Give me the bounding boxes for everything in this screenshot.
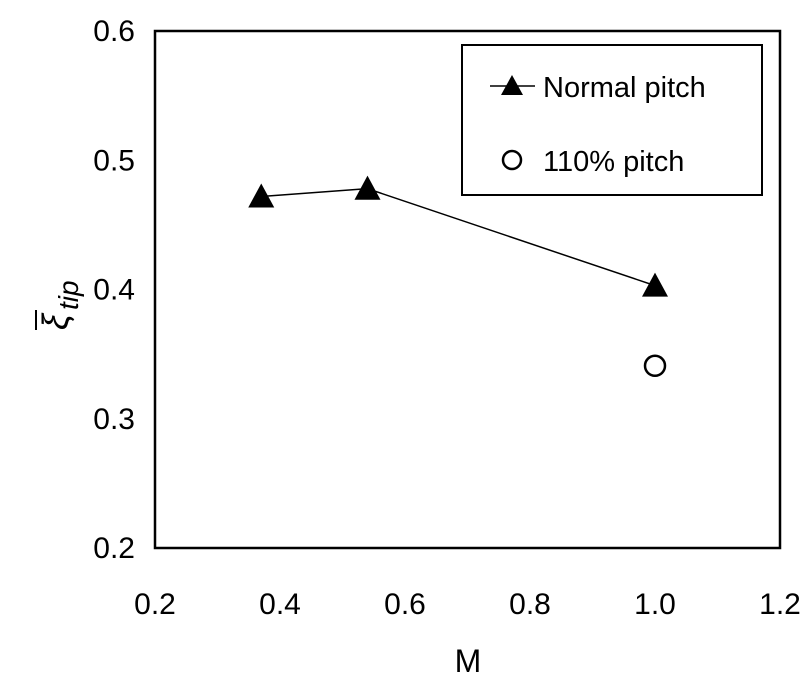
y-tick-label: 0.3	[93, 403, 135, 436]
data-point-triangle	[248, 183, 275, 208]
x-tick-label: 1.0	[634, 588, 676, 621]
x-tick-label: 0.2	[134, 588, 176, 621]
legend-label-normal-pitch: Normal pitch	[543, 72, 706, 104]
data-point-triangle	[354, 175, 381, 200]
y-tick-labels: 0.2 0.3 0.4 0.5 0.6	[93, 15, 135, 565]
series	[248, 175, 668, 378]
y-tick-label: 0.4	[93, 274, 135, 307]
data-point-circle	[643, 354, 667, 378]
y-tick-label: 0.6	[93, 15, 135, 48]
y-tick-label: 0.2	[93, 532, 135, 565]
x-tick-labels: 0.2 0.4 0.6 0.8 1.0 1.2	[134, 588, 801, 621]
legend-marker-circle	[501, 149, 523, 171]
y-tick-label: 0.5	[93, 144, 135, 177]
legend: Normal pitch 110% pitch	[461, 44, 763, 196]
y-axis-label-main: ξ	[35, 312, 76, 330]
x-tick-label: 0.4	[259, 588, 301, 621]
x-tick-label: 1.2	[759, 588, 801, 621]
data-point-triangle	[642, 272, 668, 297]
y-axis-label: ξ tip	[35, 280, 84, 330]
legend-label-110-pitch: 110% pitch	[543, 146, 684, 178]
y-axis-label-subscript: tip	[53, 280, 84, 310]
legend-marker-triangle	[501, 75, 523, 95]
x-tick-label: 0.8	[509, 588, 551, 621]
x-tick-label: 0.6	[384, 588, 426, 621]
x-axis-label: M	[455, 643, 482, 679]
